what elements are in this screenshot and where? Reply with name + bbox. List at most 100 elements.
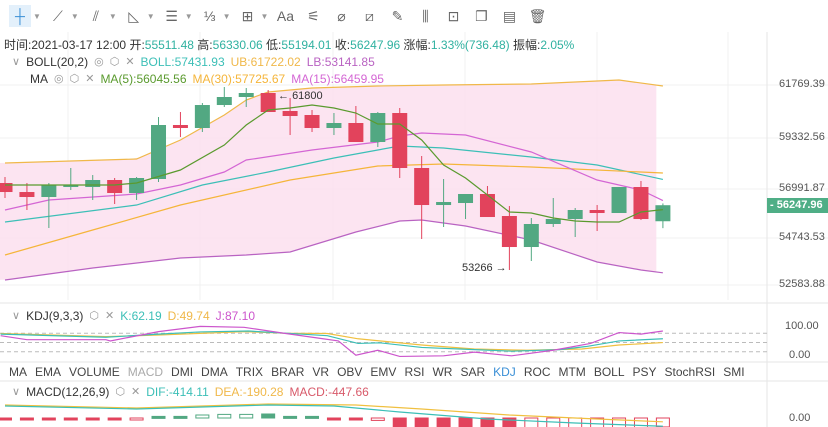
trash-icon[interactable]: 🗑 [528, 7, 547, 24]
tab-psy[interactable]: PSY [632, 365, 657, 379]
crosshair-icon[interactable]: ┼ [9, 5, 31, 27]
tab-emv[interactable]: EMV [370, 365, 397, 379]
tab-dma[interactable]: DMA [201, 365, 228, 379]
macd-axis-0: 0.00 [789, 412, 811, 424]
collapse-icon[interactable]: ∨ [12, 310, 21, 322]
calendar-edit-icon[interactable]: ▤ [502, 7, 517, 24]
tab-boll[interactable]: BOLL [593, 365, 625, 379]
candle [655, 203, 671, 229]
tab-mtm[interactable]: MTM [558, 365, 586, 379]
tab-brar[interactable]: BRAR [271, 365, 305, 379]
ruler-icon[interactable]: ⧄ [365, 7, 374, 24]
tab-dmi[interactable]: DMI [171, 365, 194, 379]
eye-icon[interactable]: ◎ [54, 73, 64, 85]
lock-icon[interactable]: ⊡ [447, 7, 460, 24]
tool-measure[interactable]: ⚟ [302, 4, 324, 28]
pen-icon[interactable]: ✎ [391, 7, 404, 24]
tool-ruler[interactable]: ⧄ [358, 4, 380, 28]
candle [304, 110, 320, 133]
close-icon[interactable]: ✕ [131, 386, 141, 398]
fibonacci-icon[interactable]: ⅓ [203, 8, 216, 24]
dropdown-arrow-icon[interactable]: ▼ [33, 11, 41, 21]
tool-trend-line[interactable]: ⟋ ▼ [47, 4, 79, 28]
candle-body [370, 113, 386, 143]
candle [151, 117, 167, 183]
tab-macd[interactable]: MACD [127, 365, 164, 379]
tool-horizontal-lines[interactable]: ☰ ▼ [161, 4, 193, 28]
close-icon[interactable]: ✕ [105, 310, 115, 322]
tool-bookmark[interactable]: ❐ [470, 4, 492, 28]
tab-wr[interactable]: WR [432, 365, 453, 379]
tab-sar[interactable]: SAR [460, 365, 486, 379]
tool-parallel-lines[interactable]: ⫽ ▼ [85, 4, 117, 28]
measure-icon[interactable]: ⚟ [307, 7, 320, 24]
tab-vr[interactable]: VR [312, 365, 330, 379]
tool-pen[interactable]: ✎ [386, 4, 408, 28]
candle-body [611, 187, 627, 214]
tool-fibonacci[interactable]: ⅓ ▼ [199, 4, 231, 28]
horizontal-lines-icon[interactable]: ☰ [165, 7, 178, 24]
candle-body [304, 115, 320, 129]
candle-body [107, 180, 123, 193]
tab-rsi[interactable]: RSI [404, 365, 425, 379]
gear-icon[interactable]: ⬡ [69, 73, 80, 85]
collapse-icon[interactable]: ∨ [12, 386, 21, 398]
text-icon[interactable]: Aa [276, 8, 295, 24]
close-icon[interactable]: ✕ [85, 73, 95, 85]
tool-crosshair[interactable]: ┼ ▼ [9, 4, 41, 28]
candle-body [151, 125, 167, 179]
tab-volume[interactable]: VOLUME [69, 365, 120, 379]
tool-trash[interactable]: 🗑 [526, 4, 548, 28]
candles-icon[interactable]: ⫼ [422, 7, 429, 24]
tab-kdj[interactable]: KDJ [493, 365, 516, 379]
candle [282, 98, 298, 136]
tool-lock[interactable]: ⊡ [442, 4, 464, 28]
dropdown-arrow-icon[interactable]: ▼ [222, 11, 231, 21]
k-value: K:62.19 [120, 309, 162, 323]
dropdown-arrow-icon[interactable]: ▼ [108, 11, 117, 21]
rectangle-icon[interactable]: ⊞ [241, 7, 254, 24]
gear-icon[interactable]: ⬡ [109, 56, 120, 68]
tool-angle[interactable]: ◺ ▼ [123, 4, 155, 28]
tool-calendar-edit[interactable]: ▤ [498, 4, 520, 28]
tool-rectangle[interactable]: ⊞ ▼ [237, 4, 269, 28]
tool-text[interactable]: Aa [274, 4, 296, 28]
tool-candles[interactable]: ⫼ [414, 4, 436, 28]
angle-icon[interactable]: ◺ [128, 7, 140, 24]
macd-histogram-bar [41, 417, 56, 421]
price-axis-label: 59332.56 [779, 131, 825, 144]
dropdown-arrow-icon[interactable]: ▼ [146, 11, 155, 21]
tab-ema[interactable]: EMA [35, 365, 62, 379]
tab-ma[interactable]: MA [9, 365, 27, 379]
tab-smi[interactable]: SMI [723, 365, 745, 379]
gear-icon[interactable]: ⬡ [89, 310, 100, 322]
candle [501, 206, 517, 271]
eye-icon[interactable]: ◎ [94, 56, 104, 68]
ma-legend: MA ◎ ⬡ ✕ MA(5):56045.56 MA(30):57725.67 MA… [30, 72, 384, 86]
dropdown-arrow-icon[interactable]: ▼ [184, 11, 193, 21]
macd-histogram-bar [502, 417, 517, 427]
close-icon[interactable]: ✕ [125, 56, 135, 68]
tab-obv[interactable]: OBV [337, 365, 363, 379]
parallel-lines-icon[interactable]: ⫽ [92, 7, 99, 24]
gear-icon[interactable]: ⬡ [115, 386, 126, 398]
macd-histogram-bar [392, 417, 407, 427]
trend-line-icon[interactable]: ⟋ [53, 7, 63, 24]
tab-roc[interactable]: ROC [523, 365, 551, 379]
dropdown-arrow-icon[interactable]: ▼ [70, 11, 79, 21]
collapse-icon[interactable]: ∨ [12, 56, 21, 68]
candle [107, 177, 123, 205]
tab-trix[interactable]: TRIX [235, 365, 264, 379]
tab-stochrsi[interactable]: StochRSI [664, 365, 716, 379]
time-label: 时间: [4, 38, 32, 52]
bookmark-icon[interactable]: ❐ [475, 7, 488, 24]
amplitude-label: 振幅: [512, 38, 541, 52]
ma5-value: MA(5):56045.56 [100, 72, 187, 86]
tool-eraser[interactable]: ⌀ [330, 4, 352, 28]
eraser-icon[interactable]: ⌀ [337, 7, 346, 24]
kdj-j-line [0, 325, 663, 358]
boll-lower-line [4, 219, 663, 281]
close-value: 56247.96 [350, 38, 401, 52]
dropdown-arrow-icon[interactable]: ▼ [260, 11, 269, 21]
